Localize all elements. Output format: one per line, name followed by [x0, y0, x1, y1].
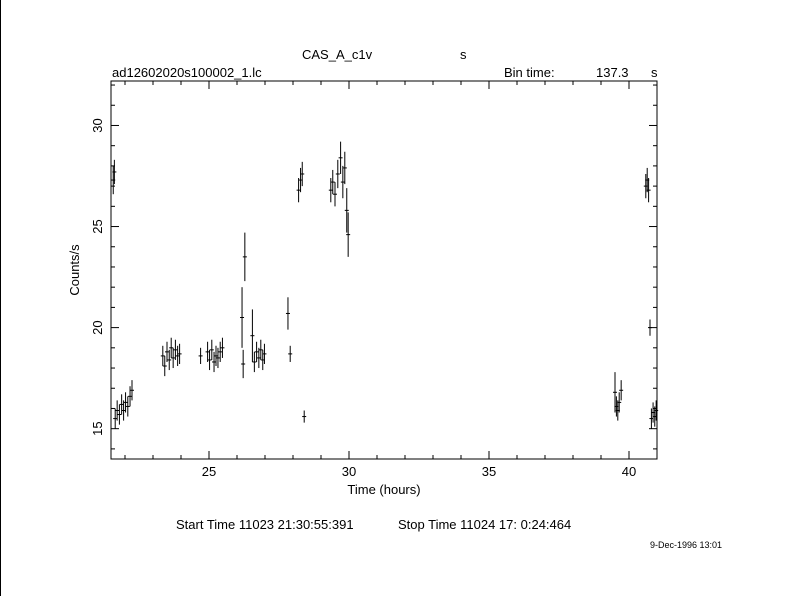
data-point — [288, 345, 293, 362]
stop-time: Stop Time 11024 17: 0:24:464 — [398, 517, 572, 532]
file-label: ad12602020s100002_1.lc — [112, 65, 262, 80]
bin-time-label: Bin time: — [504, 65, 555, 80]
data-point — [198, 347, 203, 364]
data-point — [209, 339, 214, 360]
data-point — [214, 345, 218, 367]
data-point — [167, 349, 172, 371]
data-point — [165, 341, 169, 362]
plot-frame — [110, 80, 658, 460]
y-tick-label: 15 — [90, 421, 105, 435]
data-point — [162, 355, 167, 377]
data-point — [258, 339, 263, 360]
y-tick-label: 25 — [90, 219, 105, 233]
data-point — [115, 400, 120, 421]
data-point — [212, 351, 217, 373]
data-point — [123, 392, 128, 413]
data-point — [169, 337, 174, 358]
data-point — [613, 372, 617, 413]
data-point — [619, 380, 624, 401]
data-point — [338, 141, 343, 174]
data-point — [285, 297, 290, 330]
data-point — [112, 159, 117, 185]
data-point — [175, 345, 180, 367]
data-point — [333, 182, 337, 207]
bin-time-value: 137.3 — [596, 65, 629, 80]
bin-time-unit: s — [651, 65, 658, 80]
data-point — [262, 343, 267, 364]
data-point — [241, 349, 246, 379]
data-point — [177, 343, 182, 364]
y-tick-label: 30 — [90, 118, 105, 132]
date-stamp: 9-Dec-1996 13:01 — [650, 540, 723, 550]
data-point — [344, 188, 349, 233]
data-point — [648, 319, 652, 336]
data-point — [130, 380, 134, 401]
data-point — [335, 159, 340, 189]
data-point — [340, 165, 345, 199]
left-border-line — [0, 0, 1, 596]
x-tick-label: 40 — [622, 464, 636, 479]
start-time: Start Time 11023 21:30:55:391 — [176, 517, 354, 532]
data-point — [646, 178, 651, 203]
data-point — [121, 400, 126, 421]
data-point — [296, 178, 301, 203]
y-axis-label: Counts/s — [67, 244, 82, 296]
data-point — [302, 410, 307, 423]
data-point — [207, 349, 212, 371]
data-point — [617, 392, 622, 413]
data-point — [117, 404, 122, 425]
data-point — [240, 287, 245, 348]
data-point — [256, 347, 261, 369]
title-unit: s — [460, 47, 467, 62]
y-tick-label: 20 — [90, 320, 105, 334]
data-point — [252, 351, 257, 373]
data-point — [171, 347, 176, 369]
data-point — [128, 386, 133, 407]
data-point — [119, 394, 124, 415]
data-point — [242, 232, 247, 282]
data-point — [330, 169, 335, 195]
x-tick-label: 35 — [482, 464, 496, 479]
x-tick-label: 30 — [342, 464, 356, 479]
data-point — [254, 341, 259, 362]
data-points — [111, 141, 659, 429]
x-axis-label: Time (hours) — [347, 482, 420, 497]
data-point — [205, 341, 210, 362]
data-point — [160, 345, 165, 367]
x-tick-label: 25 — [202, 464, 216, 479]
data-point — [346, 212, 351, 257]
data-point — [342, 151, 347, 185]
data-point — [173, 339, 178, 360]
data-point — [250, 309, 255, 362]
data-point — [654, 400, 659, 421]
data-point — [125, 396, 130, 417]
data-point — [220, 337, 225, 358]
data-point — [215, 347, 220, 369]
data-point — [218, 341, 223, 362]
data-point — [300, 161, 305, 187]
axis-ticks: 25 30 35 40 15 20 25 30 — [90, 81, 658, 479]
data-point — [113, 408, 118, 429]
chart-title: CAS_A_c1v — [302, 47, 373, 62]
